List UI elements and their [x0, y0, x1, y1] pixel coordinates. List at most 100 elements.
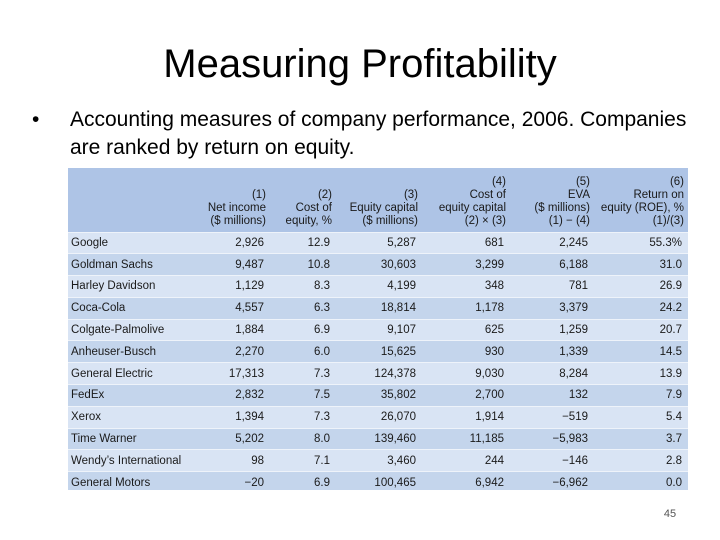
performance-table-container: (1) Net income ($ millions) (2) Cost of equit… [68, 168, 688, 490]
value-cell: 2,270 [192, 340, 270, 363]
value-cell: 6.3 [270, 296, 336, 320]
value-cell: 244 [422, 449, 510, 472]
value-cell: 1,914 [422, 405, 510, 429]
value-cell: 30,603 [336, 253, 422, 276]
value-cell: 2,245 [510, 231, 594, 254]
column-header: (5) EVA ($ millions) (1) − (4) [510, 168, 594, 232]
company-name-cell: General Motors [68, 471, 192, 490]
column-header-line: equity, % [285, 214, 332, 227]
column-header-line: (6) [669, 175, 684, 188]
value-cell: −6,962 [510, 471, 594, 490]
value-cell: 24.2 [594, 296, 688, 320]
value-cell: 6,942 [422, 471, 510, 490]
column-header: (6) Return on equity (ROE), % (1)/(3) [594, 168, 688, 232]
value-cell: 681 [422, 231, 510, 254]
company-name-cell: Coca-Cola [68, 296, 192, 320]
slide-title: Measuring Profitability [163, 42, 557, 86]
table-row: Google 2,926 12.9 5,287 681 2,245 55.3% [68, 231, 688, 254]
column-header: (2) Cost of equity, % [270, 168, 336, 232]
bullet-dot-icon: • [32, 108, 40, 131]
column-header-line: (2) [317, 188, 332, 201]
column-header [68, 168, 192, 232]
company-name-cell: Time Warner [68, 427, 192, 450]
company-name-cell: Wendy’s International [68, 449, 192, 472]
column-header-line: equity capital [438, 201, 506, 214]
value-cell: 31.0 [594, 253, 688, 276]
value-cell: 2,832 [192, 384, 270, 407]
company-name-cell: FedEx [68, 384, 192, 407]
table-row: Anheuser-Busch 2,270 6.0 15,625 930 1,339 14.5 [68, 340, 688, 363]
performance-table: (1) Net income ($ millions) (2) Cost of equit… [68, 168, 688, 490]
column-header-line: (1) − (4) [548, 214, 590, 227]
value-cell: 3,299 [422, 253, 510, 276]
company-name-cell: Goldman Sachs [68, 253, 192, 276]
column-header-line: equity (ROE), % [600, 201, 684, 214]
column-header: (1) Net income ($ millions) [192, 168, 270, 232]
column-header-line: (1) [251, 188, 266, 201]
value-cell: 7.3 [270, 405, 336, 429]
value-cell: 930 [422, 340, 510, 363]
value-cell: 2,926 [192, 231, 270, 254]
column-header: (4) Cost of equity capital (2) × (3) [422, 168, 510, 232]
column-header-line: ($ millions) [362, 214, 418, 227]
value-cell: 6,188 [510, 253, 594, 276]
value-cell: 3,460 [336, 449, 422, 472]
bullet-text: Accounting measures of company performan… [70, 108, 687, 159]
value-cell: 26.9 [594, 275, 688, 298]
value-cell: 6.0 [270, 340, 336, 363]
table-row: Time Warner 5,202 8.0 139,460 11,185 −5,983 3.… [68, 427, 688, 450]
table-row: FedEx 2,832 7.5 35,802 2,700 132 7.9 [68, 384, 688, 407]
table-row: Wendy’s International 98 7.1 3,460 244 −146 2.… [68, 449, 688, 472]
value-cell: 348 [422, 275, 510, 298]
value-cell: −146 [510, 449, 594, 472]
column-header-line: (3) [403, 188, 418, 201]
value-cell: −519 [510, 405, 594, 429]
table-row: Xerox 1,394 7.3 26,070 1,914 −519 5.4 [68, 405, 688, 429]
value-cell: 9,030 [422, 362, 510, 385]
value-cell: 1,339 [510, 340, 594, 363]
value-cell: 14.5 [594, 340, 688, 363]
value-cell: −5,983 [510, 427, 594, 450]
value-cell: 7.1 [270, 449, 336, 472]
value-cell: 5.4 [594, 405, 688, 429]
column-header: (3) Equity capital ($ millions) [336, 168, 422, 232]
column-header-line: Net income [207, 201, 266, 214]
value-cell: 10.8 [270, 253, 336, 276]
value-cell: 124,378 [336, 362, 422, 385]
value-cell: 5,287 [336, 231, 422, 254]
column-header-line: (4) [491, 175, 506, 188]
table-row: Goldman Sachs 9,487 10.8 30,603 3,299 6,188 31… [68, 253, 688, 276]
value-cell: 781 [510, 275, 594, 298]
value-cell: 1,884 [192, 318, 270, 341]
value-cell: 35,802 [336, 384, 422, 407]
value-cell: 1,178 [422, 296, 510, 320]
value-cell: 18,814 [336, 296, 422, 320]
value-cell: 26,070 [336, 405, 422, 429]
value-cell: 625 [422, 318, 510, 341]
value-cell: 2,700 [422, 384, 510, 407]
value-cell: 1,394 [192, 405, 270, 429]
value-cell: 15,625 [336, 340, 422, 363]
company-name-cell: Anheuser-Busch [68, 340, 192, 363]
value-cell: 7.3 [270, 362, 336, 385]
column-header-line: (5) [575, 175, 590, 188]
value-cell: 8.3 [270, 275, 336, 298]
value-cell: 11,185 [422, 427, 510, 450]
column-header-line: ($ millions) [210, 214, 266, 227]
column-header-line: EVA [567, 188, 590, 201]
column-header-line: Cost of [469, 188, 506, 201]
company-name-cell: General Electric [68, 362, 192, 385]
value-cell: 9,107 [336, 318, 422, 341]
value-cell: 7.9 [594, 384, 688, 407]
company-name-cell: Colgate-Palmolive [68, 318, 192, 341]
table-row: General Motors −20 6.9 100,465 6,942 −6,962 0.… [68, 471, 688, 490]
value-cell: 4,199 [336, 275, 422, 298]
column-header-line: (2) × (3) [464, 214, 506, 227]
value-cell: 9,487 [192, 253, 270, 276]
value-cell: 17,313 [192, 362, 270, 385]
value-cell: 8.0 [270, 427, 336, 450]
value-cell: 6.9 [270, 318, 336, 341]
company-name-cell: Harley Davidson [68, 275, 192, 298]
column-header-line: Equity capital [349, 201, 418, 214]
value-cell: 5,202 [192, 427, 270, 450]
